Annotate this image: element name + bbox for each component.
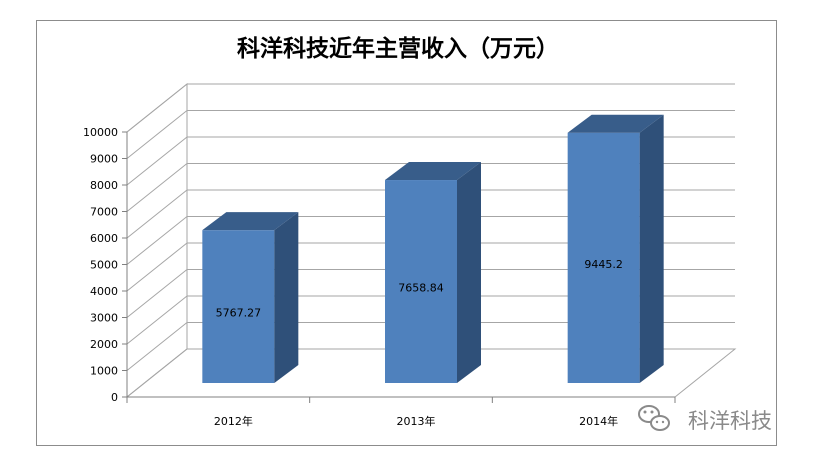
y-tick-label: 10000 [83, 126, 118, 139]
side-gridline [126, 216, 188, 265]
bar-top [567, 114, 664, 133]
bar [385, 162, 481, 383]
y-tick-label: 9000 [90, 153, 118, 166]
y-tick-label: 7000 [90, 206, 118, 219]
y-tick-label: 6000 [90, 232, 118, 245]
y-tick-label: 5000 [90, 259, 118, 272]
side-gridline [126, 348, 188, 398]
side-gridline [126, 83, 188, 133]
x-tick-label: 2013年 [397, 414, 436, 428]
side-gridline [126, 242, 188, 292]
y-tick-label: 3000 [90, 312, 118, 325]
side-gridline [126, 189, 188, 239]
bar-side [457, 162, 481, 383]
wechat-icon [638, 405, 670, 431]
bar-side [639, 114, 664, 383]
data-label: 7658.84 [398, 282, 444, 295]
y-tick-label: 0 [111, 391, 118, 404]
x-axis-ticks: 2012年 2013年 2014年 [126, 396, 676, 428]
chart-title: 科洋科技近年主营收入（万元） [237, 35, 559, 62]
y-tick-label: 8000 [90, 179, 118, 192]
y-axis-ticks: 0 1000 2000 3000 4000 5000 6000 7000 8000 9000 100… [83, 126, 128, 404]
bar [202, 212, 299, 383]
side-gridline [126, 163, 188, 212]
bar-top [202, 212, 299, 231]
y-tick-label: 2000 [90, 338, 118, 351]
bar [567, 114, 664, 383]
side-gridline [126, 295, 188, 345]
bar-front [202, 230, 275, 383]
data-label: 9445.2 [584, 258, 623, 271]
bar-series [202, 114, 664, 383]
side-gridline [126, 322, 188, 371]
watermark-text: 科洋科技 [688, 409, 772, 433]
y-tick-label: 1000 [90, 365, 118, 378]
bar-front [567, 132, 640, 383]
bar-front [385, 180, 457, 383]
side-gridline [126, 269, 188, 318]
bar-top [385, 162, 481, 181]
watermark: 科洋科技 [638, 405, 772, 433]
x-tick-label: 2014年 [579, 414, 618, 428]
data-labels: 5767.27 7658.84 9445.2 [216, 258, 623, 320]
side-gridline [126, 136, 188, 186]
data-label: 5767.27 [216, 307, 262, 320]
y-tick-label: 4000 [90, 285, 118, 298]
bar-side [274, 212, 299, 383]
x-tick-label: 2012年 [214, 414, 253, 428]
side-gridline [126, 110, 188, 159]
